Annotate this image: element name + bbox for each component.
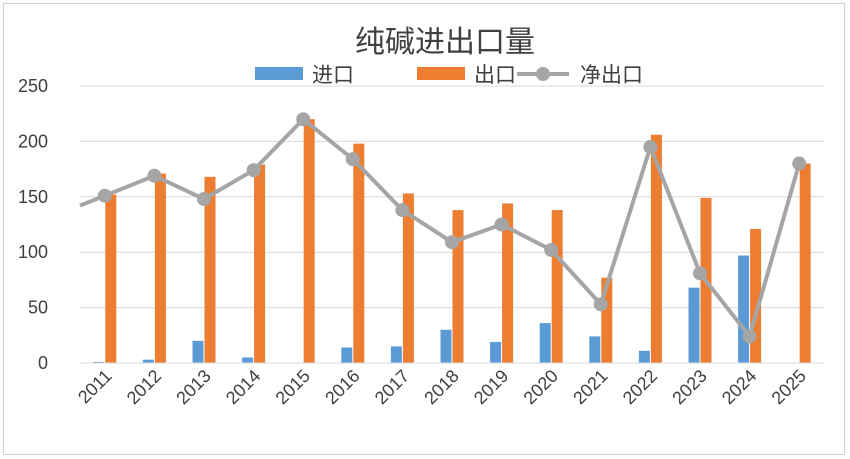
net-export-point-2015 <box>296 112 311 127</box>
net-export-point-2024 <box>742 329 757 344</box>
y-tick-label: 100 <box>18 242 48 262</box>
import-bar-2012 <box>142 359 154 363</box>
import-bar-2013 <box>192 340 204 363</box>
x-tick-label: 2013 <box>172 366 214 408</box>
import-bar-2017 <box>390 346 402 363</box>
x-tick-label: 2023 <box>668 366 710 408</box>
legend: 进口 出口 净出口 <box>255 63 643 87</box>
export-bar-2014 <box>254 164 266 363</box>
import-bar-2018 <box>440 329 452 363</box>
x-tick-label: 2018 <box>420 366 462 408</box>
import-bar-2022 <box>638 350 650 363</box>
x-tick-label: 2020 <box>520 366 562 408</box>
net-export-point-2023 <box>693 266 707 281</box>
net-export-line <box>79 112 807 344</box>
legend-label-export: 出口 <box>474 63 516 87</box>
export-bar-2018 <box>452 210 464 363</box>
x-tick-label: 2014 <box>222 366 264 408</box>
net-export-point-2017 <box>395 203 410 218</box>
legend-label-net-export: 净出口 <box>580 63 643 87</box>
net-export-point-2020 <box>544 242 559 257</box>
import-bar-2016 <box>341 347 353 363</box>
export-bar-2013 <box>204 176 216 363</box>
x-tick-label: 2012 <box>123 366 165 408</box>
legend-label-import: 进口 <box>312 63 354 87</box>
x-tick-label: 2025 <box>768 366 810 408</box>
export-bar-2012 <box>154 173 166 363</box>
x-tick-label: 2016 <box>321 366 363 408</box>
x-tick-label: 2017 <box>371 366 413 408</box>
net-export-point-2011 <box>97 188 112 203</box>
export-bar-2011 <box>105 194 117 363</box>
x-tick-label: 2021 <box>569 366 611 408</box>
export-bar-2017 <box>402 193 414 363</box>
export-bar-2025 <box>799 163 811 363</box>
net-export-point-2018 <box>445 235 459 250</box>
x-tick-label: 2015 <box>272 366 314 408</box>
chart-title: 纯碱进出口量 <box>355 25 535 60</box>
import-bar-2011 <box>93 361 105 363</box>
x-tick-label: 2022 <box>619 366 661 408</box>
legend-swatch-import <box>255 67 303 80</box>
legend-swatch-export <box>417 67 465 80</box>
export-bar-2015 <box>303 119 315 364</box>
net-export-point-2012 <box>147 168 162 183</box>
import-bar-2019 <box>490 341 502 363</box>
y-tick-label: 50 <box>28 298 48 318</box>
y-axis: 0 50 100 150 200 250 <box>18 76 48 373</box>
export-bar-2019 <box>502 203 514 363</box>
y-tick-label: 0 <box>38 353 48 373</box>
import-bar-2021 <box>589 336 601 363</box>
net-export-point-2022 <box>643 139 658 154</box>
export-bar-2022 <box>650 134 662 363</box>
x-tick-label: 2011 <box>74 366 116 408</box>
net-export-point-2021 <box>593 297 608 312</box>
y-tick-label: 150 <box>18 187 48 207</box>
y-tick-label: 250 <box>18 76 48 96</box>
grid <box>80 85 824 364</box>
export-bar-2016 <box>353 143 365 363</box>
net-export-point-2013 <box>197 192 211 207</box>
legend-marker-net-export <box>536 67 550 81</box>
import-bar-2020 <box>539 323 551 363</box>
x-tick-label: 2019 <box>470 366 512 408</box>
import-bar-2023 <box>688 287 700 363</box>
import-bar-2014 <box>242 357 254 363</box>
bars <box>93 119 811 364</box>
net-export-point-2019 <box>494 217 509 232</box>
y-tick-label: 200 <box>18 131 48 151</box>
net-export-polyline <box>79 117 802 339</box>
net-export-point-2016 <box>345 152 360 167</box>
net-export-point-2014 <box>246 163 261 178</box>
export-bar-2021 <box>601 277 613 363</box>
x-tick-label: 2024 <box>718 366 760 408</box>
import-bar-2024 <box>738 255 750 363</box>
net-export-point-2025 <box>792 156 807 171</box>
export-bar-2020 <box>551 210 563 363</box>
export-bar-2024 <box>750 228 762 363</box>
x-axis: 2011 2012 2013 2014 2015 2016 2017 2018 2019 2020… <box>74 362 824 408</box>
